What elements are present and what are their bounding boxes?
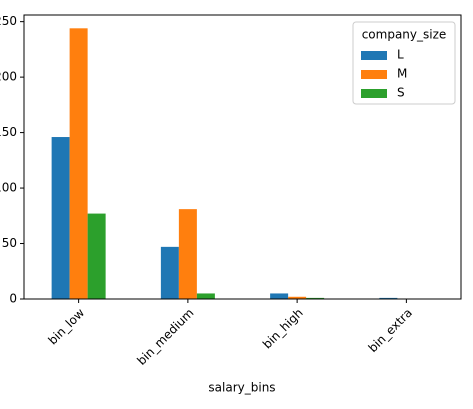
legend-swatch [361, 70, 387, 79]
legend-title: company_size [362, 28, 447, 42]
y-tick-label: 100 [0, 181, 17, 195]
bar [379, 297, 398, 299]
bar [51, 137, 70, 299]
bar [178, 209, 197, 299]
legend-label: M [397, 67, 407, 81]
bar [288, 296, 307, 299]
y-tick-label: 0 [9, 292, 17, 306]
y-tick-label: 150 [0, 125, 17, 139]
y-tick-label: 250 [0, 14, 17, 28]
x-tick-label: bin_high [260, 306, 306, 352]
bar [196, 293, 215, 299]
bar [160, 246, 179, 299]
bar [87, 213, 106, 299]
legend-label: S [397, 86, 405, 100]
bar [270, 293, 289, 299]
legend-swatch [361, 89, 387, 98]
y-tick-label: 200 [0, 70, 17, 84]
plot-frame [23, 14, 462, 300]
y-tick-label: 50 [2, 236, 17, 250]
x-tick-label: bin_extra [366, 306, 415, 355]
x-tick-label: bin_medium [134, 306, 196, 368]
legend-box [352, 21, 456, 105]
bar [69, 28, 88, 299]
legend-swatch [361, 51, 387, 60]
x-axis-label: salary_bins [208, 381, 275, 395]
legend-label: L [397, 48, 404, 62]
bar [306, 297, 325, 299]
x-tick-label: bin_low [45, 306, 87, 348]
